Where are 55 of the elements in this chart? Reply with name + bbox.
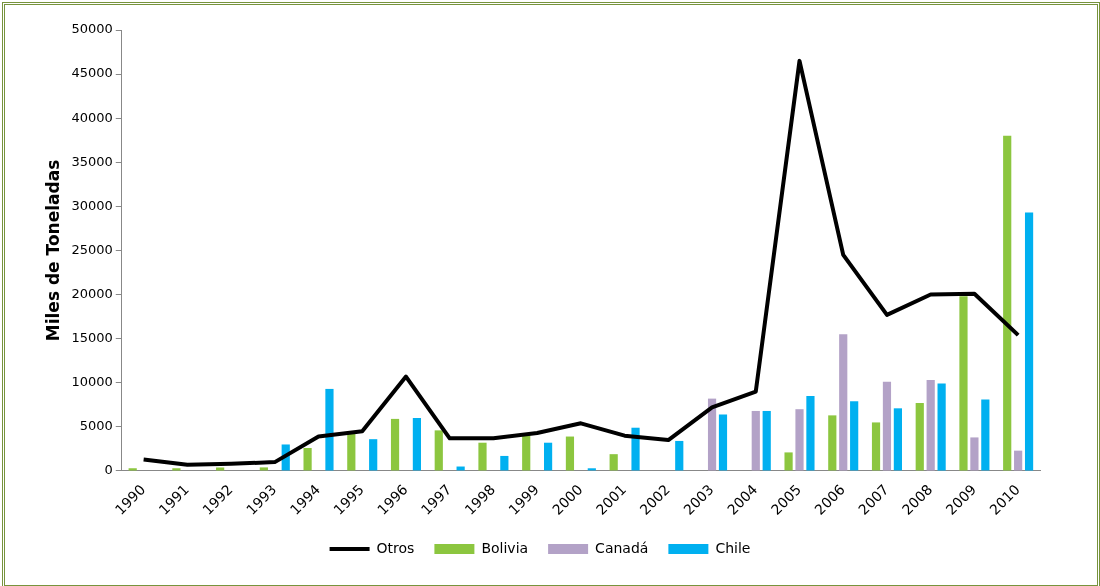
bar [839, 334, 848, 471]
bar [1024, 212, 1034, 471]
bar [959, 296, 968, 471]
bar [390, 418, 400, 471]
bar [500, 455, 509, 471]
bar [172, 468, 181, 471]
bar [762, 410, 771, 471]
bar [806, 395, 815, 471]
y-axis-title: Miles de Toneladas [42, 159, 63, 342]
bar [828, 415, 837, 471]
bar [1014, 450, 1023, 471]
bar [981, 399, 990, 471]
bar [303, 448, 312, 471]
legend-label: Chile [715, 539, 751, 556]
bar [434, 430, 443, 471]
bar [369, 439, 378, 471]
y-tick-label: 10000 [71, 374, 113, 390]
bar [915, 403, 924, 471]
y-tick-label: 5000 [79, 418, 113, 434]
bar [325, 388, 334, 471]
legend-label: Canadá [595, 539, 649, 556]
bar [675, 440, 684, 471]
bar [522, 435, 531, 471]
y-tick-label: 15000 [71, 330, 113, 346]
bar [412, 418, 421, 471]
bar [478, 442, 487, 471]
bar [871, 422, 881, 471]
bar [347, 433, 356, 471]
bar [259, 467, 268, 471]
bar [850, 401, 859, 471]
y-tick-label: 35000 [71, 153, 113, 169]
bar [718, 414, 728, 471]
y-tick-label: 20000 [71, 285, 113, 301]
bar [882, 381, 892, 471]
bar [609, 454, 618, 471]
legend-label: Otros [376, 539, 415, 556]
bar [795, 409, 804, 471]
bar [926, 380, 935, 471]
bar [751, 410, 760, 471]
bar [707, 398, 717, 471]
bar [543, 442, 553, 471]
bar [565, 436, 575, 471]
y-tick-label: 30000 [71, 197, 113, 213]
y-tick-label: 45000 [71, 65, 113, 81]
bar [1003, 135, 1012, 471]
bar [784, 452, 793, 471]
y-tick-label: 0 [104, 462, 113, 478]
bar [937, 383, 946, 471]
bar [216, 467, 225, 471]
legend-label: Bolivia [481, 539, 529, 556]
bar [970, 437, 979, 471]
y-tick-label: 40000 [71, 109, 113, 125]
y-tick-label: 25000 [71, 241, 113, 257]
bar [893, 408, 902, 471]
y-tick-label: 50000 [71, 21, 113, 37]
